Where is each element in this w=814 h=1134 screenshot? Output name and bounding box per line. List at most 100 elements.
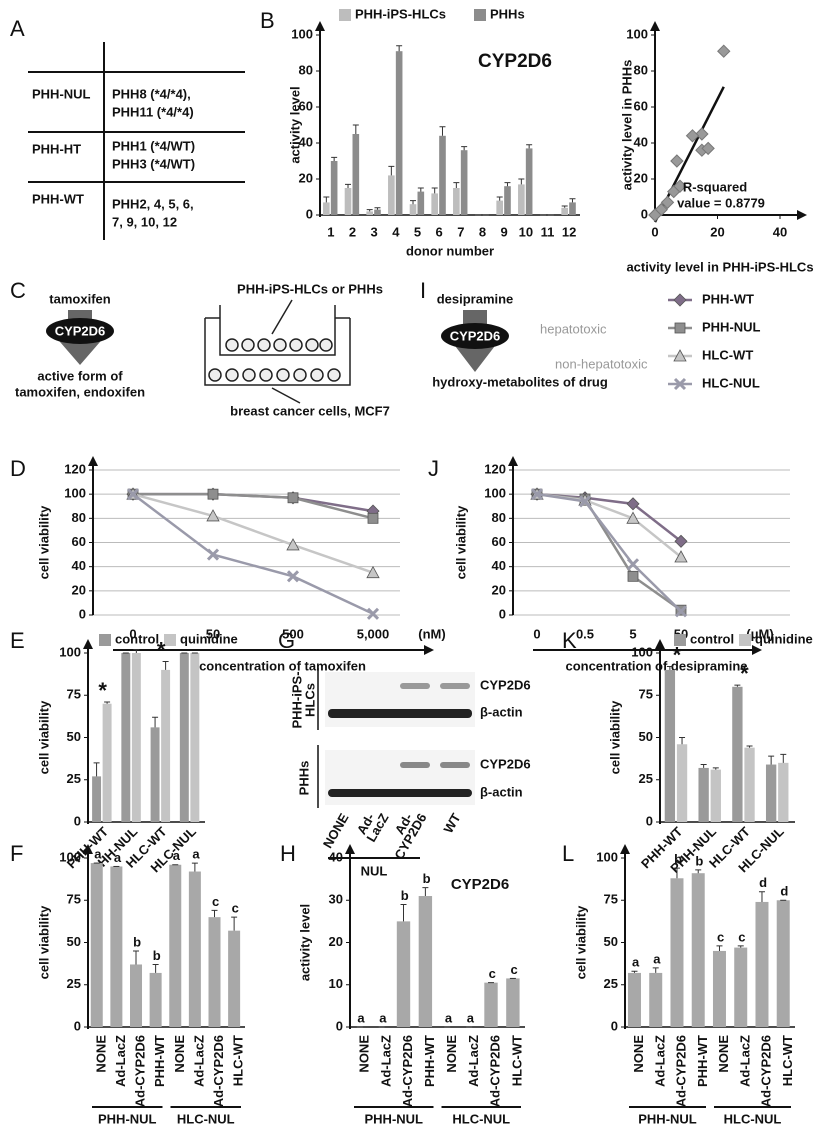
- bar: [431, 193, 438, 215]
- substrate: tamoxifen: [49, 291, 110, 306]
- legend-swatch: [739, 634, 751, 646]
- significance-letter: a: [94, 847, 102, 862]
- panel-label: B: [260, 8, 275, 33]
- error-bar: [345, 184, 351, 188]
- y-tick-label: 100: [64, 486, 86, 501]
- axis-arrow: [345, 844, 355, 854]
- bar: [484, 983, 497, 1027]
- significance-letter: a: [357, 1010, 365, 1025]
- blot-group: HLCs: [302, 683, 317, 717]
- group-label: PHH-NUL: [638, 1111, 697, 1126]
- x-tick-label: Ad-LacZ: [191, 1035, 206, 1087]
- annotation: value = 0.8779: [677, 195, 765, 210]
- point: [671, 155, 683, 167]
- axis-arrow: [83, 639, 93, 649]
- product: hydroxy-metabolites of drug: [432, 374, 608, 389]
- x-tick-label: PHH-WT: [422, 1035, 437, 1087]
- bar: [150, 973, 162, 1027]
- series-line: [133, 494, 373, 614]
- y-tick-label: 40: [492, 558, 506, 573]
- bar: [410, 204, 417, 215]
- bar: [189, 872, 201, 1027]
- bar: [397, 921, 410, 1027]
- significance-letter: d: [780, 884, 788, 899]
- group-label: HLC-NUL: [724, 1111, 782, 1126]
- y-tick-label: 25: [639, 771, 653, 786]
- bar: [526, 148, 533, 215]
- error-bar: [759, 892, 765, 902]
- blot-group: PHHs: [296, 761, 311, 796]
- bar: [103, 704, 112, 822]
- bar: [711, 770, 721, 822]
- x-tick-label: 20: [710, 224, 724, 239]
- y-tick-label: 20: [634, 170, 648, 185]
- enzyme: CYP2D6: [55, 323, 106, 338]
- axis-arrow: [655, 639, 665, 649]
- error-bar: [439, 127, 445, 136]
- legend-label: PHHs: [490, 6, 525, 21]
- error-bar: [768, 756, 774, 764]
- y-tick-label: 0: [74, 813, 81, 828]
- x-axis-label: concentration of tamoxifen: [199, 658, 366, 673]
- y-tick-label: 80: [634, 62, 648, 77]
- y-tick-label: 0: [641, 206, 648, 221]
- error-bar: [497, 197, 503, 201]
- annotation: R-squared: [683, 179, 747, 194]
- table-cell: PHH11 (*4/*4): [112, 104, 194, 119]
- legend-swatch: [99, 634, 111, 646]
- error-bar: [422, 888, 428, 896]
- x-tick-label: 500: [282, 626, 304, 641]
- marker: [208, 489, 218, 499]
- bar: [665, 670, 675, 822]
- y-tick-label: 75: [67, 892, 81, 907]
- y-tick-label: 100: [631, 644, 653, 659]
- product: active form of: [37, 368, 123, 383]
- x-tick-label: 0: [533, 626, 540, 641]
- annotation: *: [98, 678, 107, 703]
- legend-label: control: [690, 631, 734, 646]
- band: [400, 683, 430, 689]
- lane-label: NONE: [320, 810, 352, 850]
- error-bar: [504, 183, 510, 187]
- bar: [374, 210, 381, 215]
- band: [400, 762, 430, 768]
- bar: [569, 202, 576, 215]
- table-cell: PHH1 (*4/WT): [112, 138, 195, 153]
- figure: A B C D E F G H I J K L PHH-NUL PHH8 (*4…: [0, 0, 814, 1134]
- axis-arrow: [508, 456, 518, 466]
- group-label: PHH-NUL: [98, 1111, 157, 1126]
- table-cell: 7, 9, 10, 12: [112, 214, 177, 229]
- y-tick-label: 20: [492, 582, 506, 597]
- y-tick-label: 60: [72, 534, 86, 549]
- bar: [670, 878, 683, 1027]
- x-tick-label: Ad-CYP2D6: [211, 1035, 226, 1107]
- significance-letter: a: [192, 847, 200, 862]
- error-bar: [562, 206, 568, 208]
- x-tick-label: 12: [562, 224, 576, 239]
- y-tick-label: 60: [492, 534, 506, 549]
- x-tick-label: Ad-CYP2D6: [133, 1035, 148, 1107]
- y-tick-label: 0: [306, 206, 313, 221]
- y-tick-label: 25: [604, 976, 618, 991]
- significance-letter: c: [232, 901, 239, 916]
- bar: [110, 866, 122, 1027]
- panel-label: H: [280, 841, 296, 866]
- panel-label: E: [10, 628, 25, 653]
- legend-swatch: [339, 9, 351, 21]
- error-bar: [780, 754, 786, 762]
- marker: [675, 323, 685, 333]
- x-tick-label: 7: [457, 224, 464, 239]
- axis-arrow: [752, 645, 762, 655]
- legend-label: PHH-NUL: [702, 319, 761, 334]
- bar: [323, 202, 330, 215]
- y-tick-label: 120: [484, 461, 506, 476]
- lane-label: WT: [440, 811, 463, 836]
- bar: [180, 653, 189, 822]
- bar: [766, 765, 776, 822]
- error-bar: [353, 125, 359, 134]
- y-tick-label: 50: [639, 729, 653, 744]
- y-tick-label: 30: [329, 892, 343, 907]
- x-tick-label: 9: [501, 224, 508, 239]
- x-tick-label: NONE: [93, 1035, 108, 1073]
- x-tick-label: PHH-WT: [695, 1035, 710, 1087]
